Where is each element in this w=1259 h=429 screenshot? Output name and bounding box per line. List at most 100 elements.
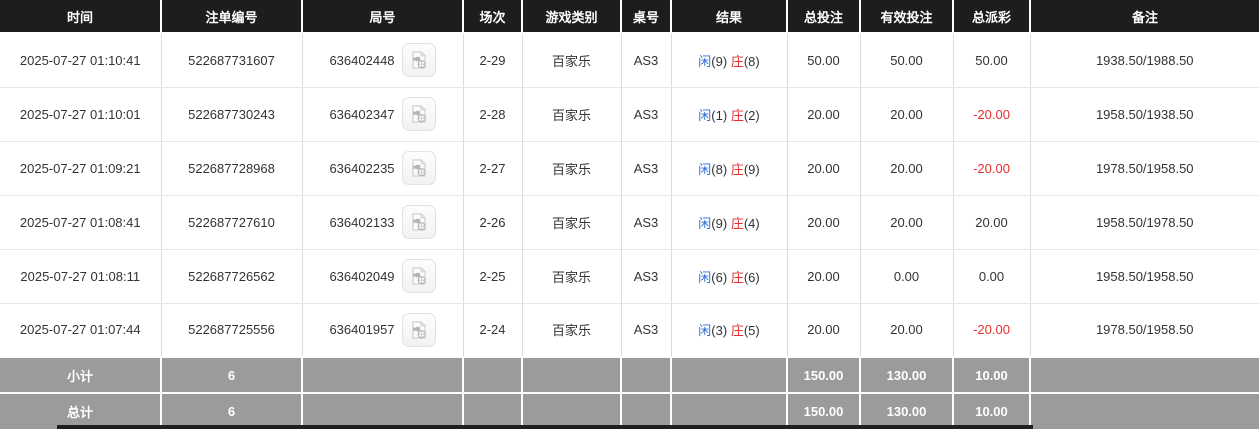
- video-file-icon: [411, 321, 426, 339]
- result-banker-label: 庄: [730, 53, 744, 69]
- result-banker-points: (6): [743, 269, 760, 285]
- summary-payout: 10.00: [953, 392, 1031, 429]
- col-header-result: 结果: [671, 0, 788, 34]
- cell-remark: 1978.50/1958.50: [1030, 141, 1259, 196]
- table-row: 2025-07-27 01:08:41 522687727610 6364021…: [0, 195, 1259, 250]
- video-replay-button[interactable]: [401, 259, 436, 293]
- cell-game: 百家乐: [522, 33, 622, 88]
- cell-bet-no: 522687727610: [161, 195, 303, 250]
- cell-round-no: 636402049: [302, 249, 464, 304]
- cell-game: 百家乐: [522, 303, 622, 358]
- result-player-label: 闲: [698, 53, 712, 69]
- cell-result: 闲(1) 庄(2): [671, 87, 788, 142]
- summary-valid-bet: 130.00: [860, 392, 954, 429]
- result-banker-points: (5): [743, 323, 760, 339]
- result-banker-label: 庄: [730, 161, 744, 177]
- cell-remark: 1958.50/1938.50: [1030, 87, 1259, 142]
- result-banker-points: (2): [743, 107, 760, 123]
- summary-total-bet: 150.00: [787, 356, 861, 393]
- cell-bet-no: 522687730243: [161, 87, 303, 142]
- col-header-game: 游戏类别: [522, 0, 622, 34]
- cell-table-no: AS3: [621, 141, 672, 196]
- cell-table-no: AS3: [621, 303, 672, 358]
- cell-session: 2-27: [463, 141, 523, 196]
- video-file-icon: [411, 105, 426, 123]
- summary-empty-round: [302, 356, 464, 393]
- table-row: 2025-07-27 01:08:11 522687726562 6364020…: [0, 249, 1259, 304]
- video-replay-button[interactable]: [401, 205, 436, 239]
- cell-result: 闲(8) 庄(9): [671, 141, 788, 196]
- cell-result: 闲(3) 庄(5): [671, 303, 788, 358]
- summary-empty-result: [671, 392, 788, 429]
- table-row: 2025-07-27 01:07:44 522687725556 6364019…: [0, 303, 1259, 358]
- video-replay-button[interactable]: [401, 312, 436, 347]
- cell-session: 2-26: [463, 195, 523, 250]
- video-file-icon: [411, 159, 426, 177]
- cell-total-bet: 20.00: [787, 303, 861, 358]
- table-header-row: 时间 注单编号 局号 场次 游戏类别 桌号 结果 总投注 有效投注 总派彩 备注: [0, 0, 1259, 34]
- cell-time: 2025-07-27 01:10:41: [0, 33, 162, 88]
- cell-payout: -20.00: [953, 303, 1031, 358]
- result-player-points: (9): [711, 215, 728, 231]
- col-header-valid-bet: 有效投注: [860, 0, 954, 34]
- video-file-icon: [411, 213, 426, 231]
- round-no-text: 636402235: [329, 160, 395, 176]
- result-player-label: 闲: [698, 215, 712, 231]
- cell-bet-no: 522687728968: [161, 141, 303, 196]
- round-no-text: 636402347: [329, 106, 395, 122]
- cell-remark: 1958.50/1978.50: [1030, 195, 1259, 250]
- cell-session: 2-25: [463, 249, 523, 304]
- cell-result: 闲(9) 庄(4): [671, 195, 788, 250]
- result-banker-points: (9): [743, 161, 760, 177]
- summary-empty-game: [522, 356, 622, 393]
- result-player-label: 闲: [698, 161, 712, 177]
- bottom-cutoff-bar: [57, 425, 1033, 429]
- cell-payout: -20.00: [953, 141, 1031, 196]
- cell-valid-bet: 20.00: [860, 303, 954, 358]
- cell-game: 百家乐: [522, 87, 622, 142]
- summary-empty-result: [671, 356, 788, 393]
- col-header-total-bet: 总投注: [787, 0, 861, 34]
- cell-round-no: 636402448: [302, 33, 464, 88]
- col-header-bet-no: 注单编号: [161, 0, 303, 34]
- result-banker-label: 庄: [730, 269, 744, 285]
- video-file-icon: [411, 51, 426, 69]
- cell-round-no: 636402235: [302, 141, 464, 196]
- cell-session: 2-29: [463, 33, 523, 88]
- col-header-table-no: 桌号: [621, 0, 672, 34]
- cell-round-no: 636402133: [302, 195, 464, 250]
- cell-remark: 1938.50/1988.50: [1030, 33, 1259, 88]
- cell-time: 2025-07-27 01:08:41: [0, 195, 162, 250]
- cell-table-no: AS3: [621, 33, 672, 88]
- summary-total-bet: 150.00: [787, 392, 861, 429]
- cell-total-bet: 20.00: [787, 87, 861, 142]
- summary-row: 总计 6 150.00 130.00 10.00: [0, 392, 1259, 429]
- cell-valid-bet: 20.00: [860, 87, 954, 142]
- cell-round-no: 636401957: [302, 303, 464, 358]
- summary-label: 小计: [0, 356, 162, 393]
- result-banker-label: 庄: [730, 323, 744, 339]
- result-banker-points: (8): [743, 53, 760, 69]
- cell-time: 2025-07-27 01:08:11: [0, 249, 162, 304]
- video-replay-button[interactable]: [401, 151, 436, 185]
- cell-valid-bet: 20.00: [860, 195, 954, 250]
- col-header-remark: 备注: [1030, 0, 1259, 34]
- result-banker-points: (4): [743, 215, 760, 231]
- cell-bet-no: 522687726562: [161, 249, 303, 304]
- summary-count: 6: [161, 392, 303, 429]
- cell-table-no: AS3: [621, 249, 672, 304]
- table-row: 2025-07-27 01:10:01 522687730243 6364023…: [0, 87, 1259, 142]
- summary-empty-remark: [1030, 356, 1259, 393]
- cell-time: 2025-07-27 01:10:01: [0, 87, 162, 142]
- cell-result: 闲(9) 庄(8): [671, 33, 788, 88]
- result-player-points: (3): [711, 323, 728, 339]
- summary-valid-bet: 130.00: [860, 356, 954, 393]
- video-replay-button[interactable]: [401, 97, 436, 131]
- video-file-icon: [411, 267, 426, 285]
- summary-empty-table: [621, 392, 672, 429]
- summary-empty-session: [463, 356, 523, 393]
- result-player-points: (9): [711, 53, 728, 69]
- cell-total-bet: 20.00: [787, 195, 861, 250]
- video-replay-button[interactable]: [401, 43, 436, 78]
